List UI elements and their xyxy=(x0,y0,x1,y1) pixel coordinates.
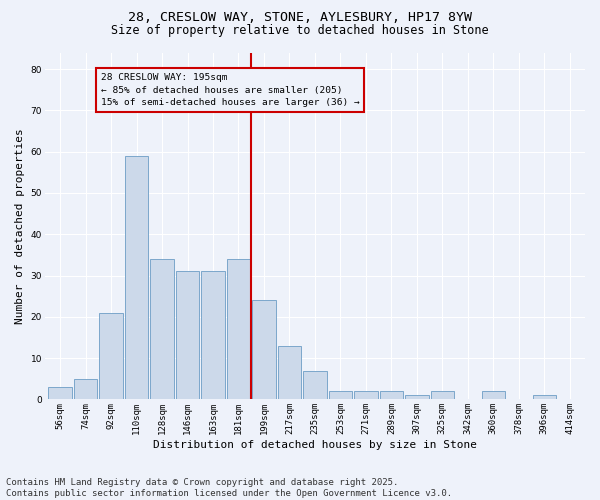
X-axis label: Distribution of detached houses by size in Stone: Distribution of detached houses by size … xyxy=(153,440,477,450)
Bar xyxy=(431,391,454,400)
Bar xyxy=(380,391,403,400)
Bar xyxy=(303,370,326,400)
Bar xyxy=(201,272,225,400)
Bar xyxy=(252,300,275,400)
Text: Size of property relative to detached houses in Stone: Size of property relative to detached ho… xyxy=(111,24,489,37)
Text: 28, CRESLOW WAY, STONE, AYLESBURY, HP17 8YW: 28, CRESLOW WAY, STONE, AYLESBURY, HP17 … xyxy=(128,11,472,24)
Bar xyxy=(100,312,123,400)
Bar xyxy=(176,272,199,400)
Text: 28 CRESLOW WAY: 195sqm
← 85% of detached houses are smaller (205)
15% of semi-de: 28 CRESLOW WAY: 195sqm ← 85% of detached… xyxy=(101,73,359,107)
Text: Contains HM Land Registry data © Crown copyright and database right 2025.
Contai: Contains HM Land Registry data © Crown c… xyxy=(6,478,452,498)
Bar xyxy=(125,156,148,400)
Bar xyxy=(329,391,352,400)
Y-axis label: Number of detached properties: Number of detached properties xyxy=(15,128,25,324)
Bar xyxy=(405,396,428,400)
Bar xyxy=(49,387,72,400)
Bar xyxy=(533,396,556,400)
Bar xyxy=(74,379,97,400)
Bar xyxy=(227,259,250,400)
Bar xyxy=(151,259,174,400)
Bar xyxy=(354,391,377,400)
Bar xyxy=(278,346,301,400)
Bar xyxy=(482,391,505,400)
